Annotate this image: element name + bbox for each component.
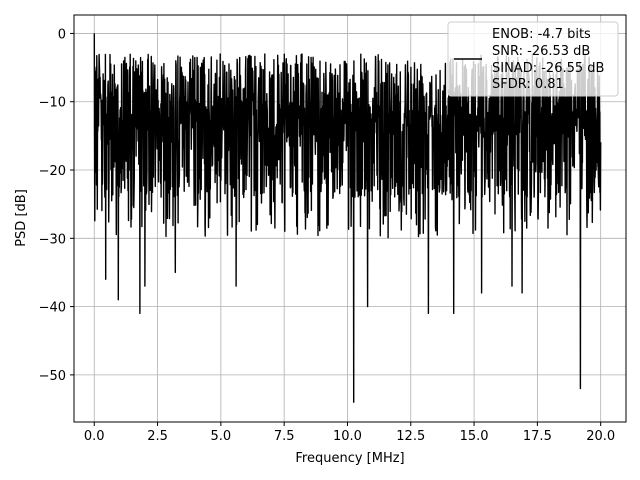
x-tick-label: 0.0	[84, 429, 105, 444]
y-tick-label: −10	[39, 96, 66, 111]
x-tick-label: 20.0	[586, 429, 615, 444]
y-axis-label: PSD [dB]	[14, 189, 29, 247]
x-tick-label: 7.5	[274, 429, 295, 444]
y-tick-label: −50	[39, 369, 66, 384]
x-axis-label: Frequency [MHz]	[295, 451, 404, 466]
legend-line-3: SINAD: -26.55 dB	[492, 61, 604, 76]
legend-line-2: SNR: -26.53 dB	[492, 44, 590, 59]
x-tick-label: 5.0	[211, 429, 232, 444]
x-tick-label: 2.5	[147, 429, 168, 444]
y-tick-label: −20	[39, 164, 66, 179]
legend: ENOB: -4.7 bits SNR: -26.53 dB SINAD: -2…	[447, 21, 619, 97]
x-tick-label: 17.5	[523, 429, 552, 444]
y-tick-label: 0	[58, 27, 66, 42]
y-tick-label: −30	[39, 232, 66, 247]
legend-line-4: SFDR: 0.81	[492, 77, 564, 92]
legend-line-1: ENOB: -4.7 bits	[492, 27, 591, 42]
x-tick-label: 10.0	[333, 429, 362, 444]
x-tick-label: 12.5	[396, 429, 425, 444]
y-tick-label: −40	[39, 301, 66, 316]
plot-frame	[73, 14, 627, 423]
x-tick-label: 15.0	[460, 429, 489, 444]
y-axis-ticks: 0 −10 −20 −30 −40 −50	[39, 27, 74, 384]
legend-box	[447, 21, 619, 97]
x-axis-ticks: 0.0 2.5 5.0 7.5 10.0 12.5 15.0 17.5 20.0	[84, 422, 615, 444]
